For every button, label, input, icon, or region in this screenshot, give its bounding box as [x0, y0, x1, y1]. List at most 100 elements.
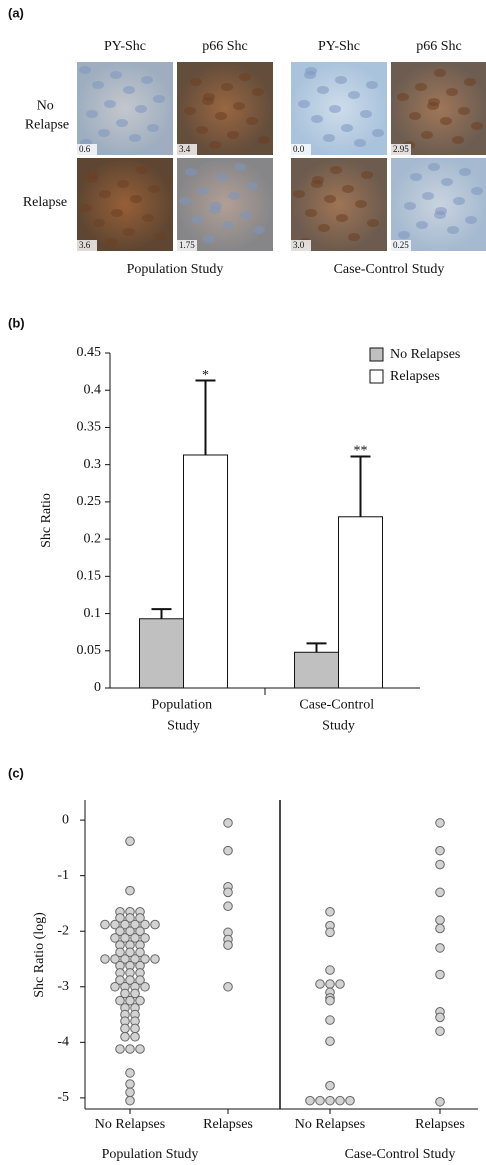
cell-nucleus [110, 71, 122, 79]
cell-nucleus [117, 180, 129, 188]
cell-nucleus [190, 78, 202, 86]
cell-nucleus [342, 185, 354, 193]
dot [120, 1023, 130, 1034]
cell-nucleus [415, 83, 427, 91]
score-label: 3.4 [179, 144, 191, 154]
dot [125, 885, 135, 896]
cell-nucleus [446, 88, 458, 96]
column-label: p66 Shc [202, 39, 248, 54]
dot [435, 923, 445, 934]
dot [115, 995, 125, 1006]
dot [325, 927, 335, 938]
y-axis-label: Shc Ratio (log) [32, 912, 47, 998]
study-label: Population Study [127, 262, 224, 277]
dot [135, 913, 145, 923]
legend-label: No Relapses [390, 347, 460, 362]
cell-nucleus [298, 100, 310, 108]
dot [120, 954, 130, 964]
dot [325, 1036, 335, 1047]
cell-nucleus [105, 238, 117, 246]
y-axis-label: Shc Ratio [39, 493, 54, 548]
dot [305, 1095, 315, 1106]
dot [130, 988, 140, 999]
bar [338, 516, 383, 689]
significance: * [202, 368, 209, 383]
cell-nucleus [87, 171, 99, 179]
cell-nucleus [147, 124, 159, 132]
cell-nucleus [123, 228, 135, 236]
dot [223, 981, 233, 992]
dot [130, 954, 140, 964]
x-tick-label: Population Study [151, 698, 215, 734]
dot [115, 975, 125, 985]
cell-nucleus [422, 192, 434, 200]
cell-nucleus [464, 78, 476, 86]
cell-nucleus [459, 168, 471, 176]
dot [110, 954, 120, 964]
y-tick-label: 0.15 [77, 569, 102, 584]
score-bg [391, 240, 411, 251]
dot [120, 988, 130, 999]
cell-nucleus [136, 166, 148, 174]
dot [125, 913, 135, 923]
dot [140, 981, 150, 992]
dot [130, 919, 140, 930]
score-bg [77, 240, 97, 251]
dot [110, 933, 120, 943]
cell-nucleus [341, 124, 353, 132]
score-bg [391, 144, 411, 155]
score-bg [77, 144, 97, 155]
cell-nucleus [233, 102, 245, 110]
y-tick-label: 0.4 [84, 382, 102, 397]
cell-nucleus [228, 192, 240, 200]
group-label: Population Study [102, 1147, 199, 1162]
dot [435, 943, 445, 953]
dot [135, 975, 145, 985]
panel-label: (a) [8, 5, 24, 20]
cell-nucleus [123, 86, 135, 94]
dot [435, 1096, 445, 1107]
dot [345, 1095, 355, 1106]
y-tick-label: 0.2 [84, 531, 102, 546]
x-tick-label: Case-Control Study [299, 698, 377, 734]
dot [325, 979, 335, 989]
dot [140, 919, 150, 930]
cell-nucleus [329, 105, 341, 113]
score-label: 0.6 [79, 144, 91, 154]
cell-nucleus [222, 221, 234, 229]
dot [223, 845, 233, 856]
y-tick-label: 0.3 [84, 457, 102, 472]
dot [325, 965, 335, 975]
dot [110, 981, 120, 992]
dot [435, 969, 445, 980]
cell-nucleus [361, 171, 373, 179]
cell-nucleus [111, 209, 123, 217]
bar [139, 618, 184, 689]
y-tick-label: 0.45 [77, 345, 102, 360]
cell-nucleus [246, 117, 258, 125]
dot [335, 979, 345, 989]
cell-nucleus [142, 214, 154, 222]
y-tick-label: -4 [57, 1035, 69, 1050]
legend-label: Relapses [390, 369, 440, 384]
legend-swatch [369, 347, 384, 362]
cell-nucleus [441, 178, 453, 186]
score-bg [291, 144, 311, 155]
cell-nucleus [104, 100, 116, 108]
legend-swatch [369, 369, 384, 384]
cell-nucleus [398, 231, 410, 239]
cell-nucleus [435, 207, 447, 215]
cell-nucleus [471, 187, 483, 195]
x-tick-label: Relapses [203, 1117, 253, 1132]
dot [435, 1012, 445, 1023]
y-tick-label: 0 [94, 680, 101, 695]
cell-nucleus [447, 226, 459, 234]
cell-nucleus [221, 83, 233, 91]
dot [325, 906, 335, 917]
dot [150, 919, 160, 930]
dot [115, 947, 125, 958]
cell-nucleus [428, 98, 440, 106]
y-tick-label: -1 [57, 868, 69, 883]
dot [125, 1044, 135, 1054]
cell-nucleus [80, 204, 92, 212]
